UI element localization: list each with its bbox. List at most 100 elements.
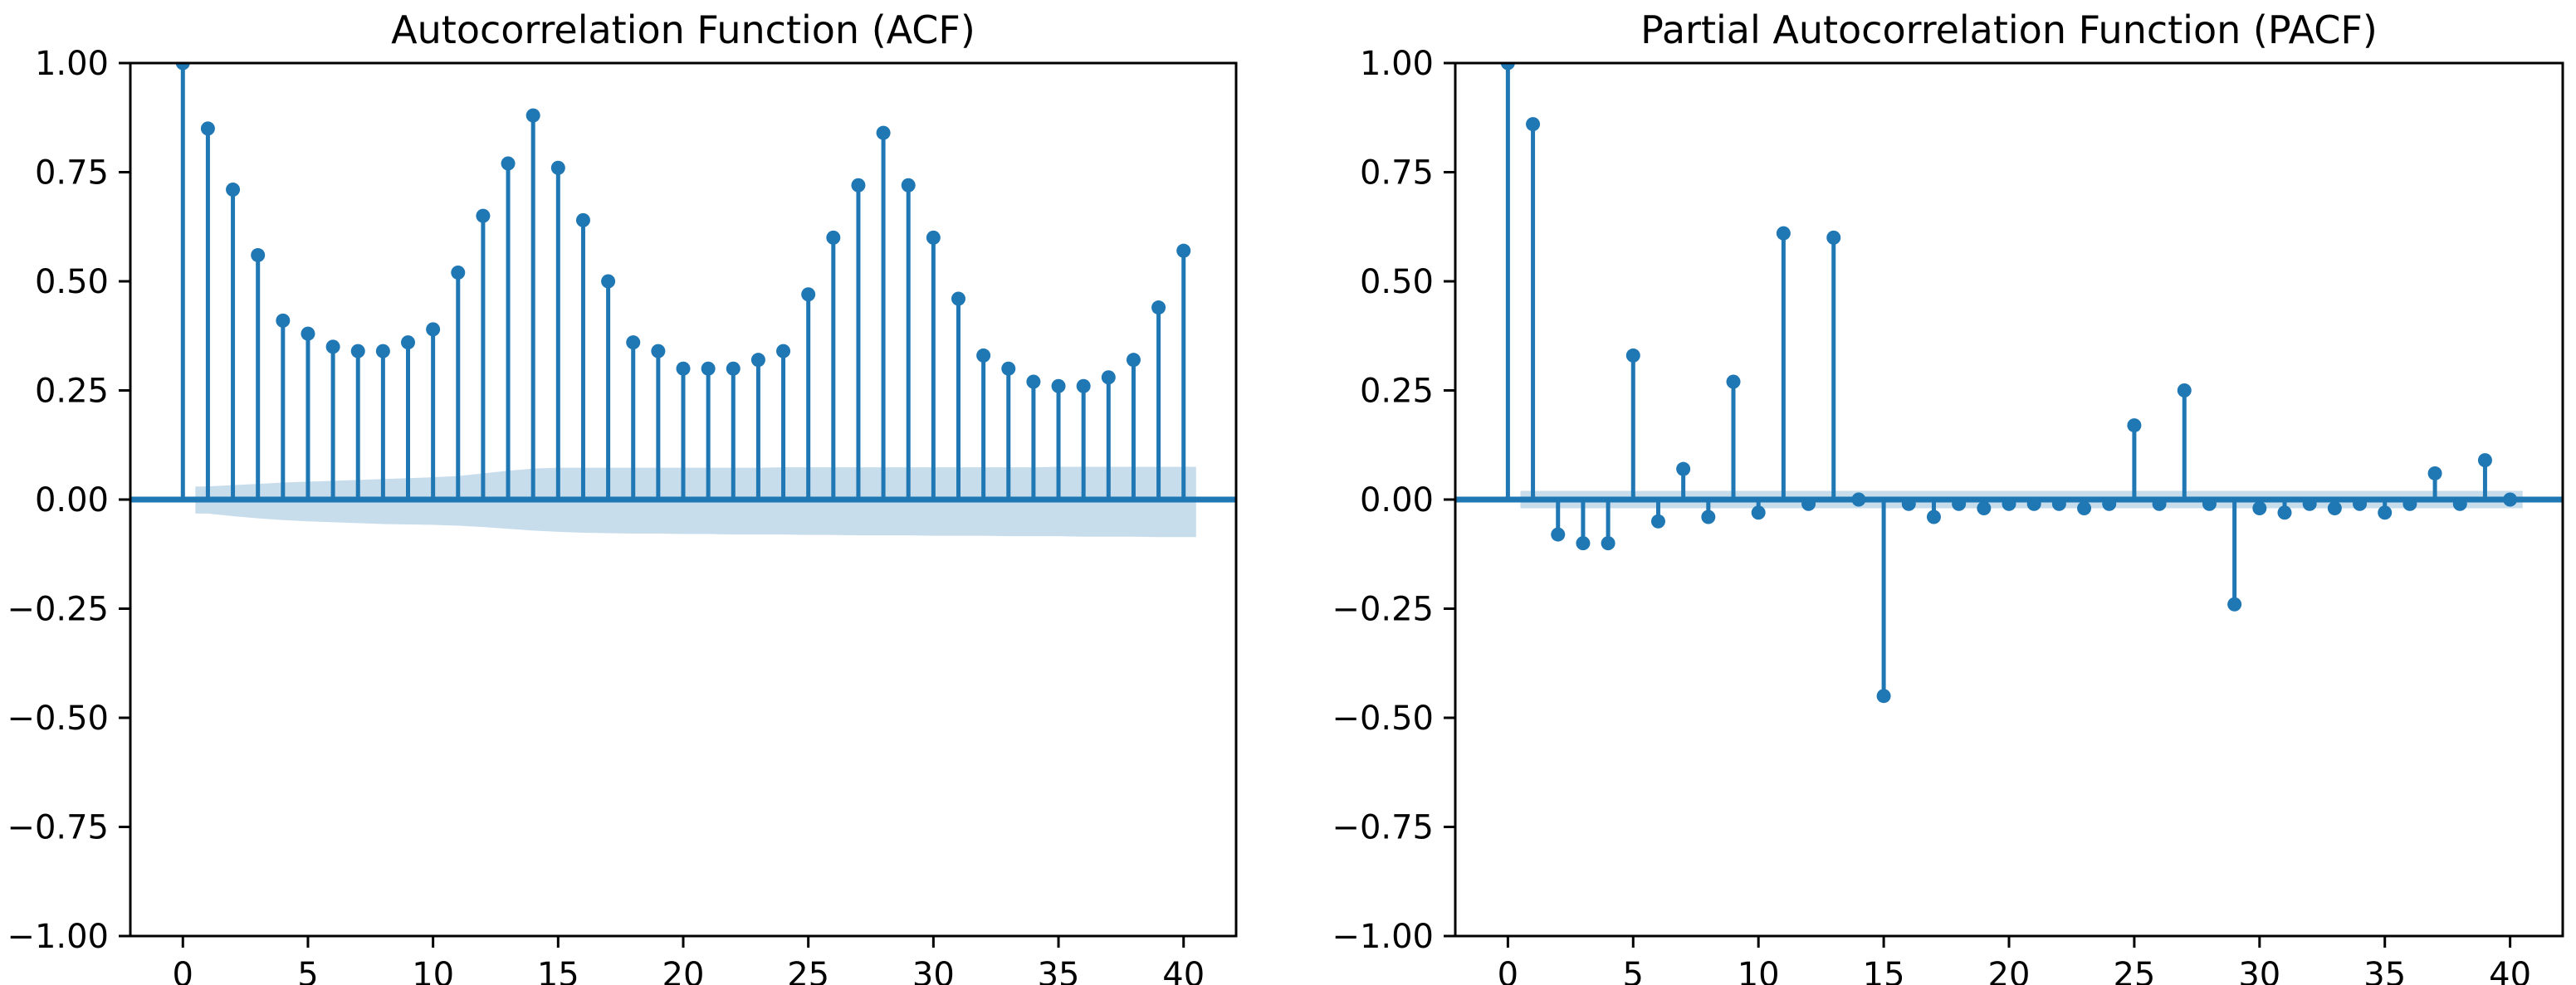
acf-marker: [501, 156, 516, 171]
pacf-marker: [1625, 348, 1640, 363]
pacf-marker: [2402, 496, 2417, 511]
pacf-marker: [1676, 461, 1691, 476]
pacf-x-tick-label: 0: [1498, 956, 1518, 985]
acf-marker: [401, 335, 416, 350]
acf-marker: [1176, 243, 1191, 258]
pacf-marker: [1701, 510, 1716, 524]
acf-marker: [476, 208, 491, 223]
acf-y-tick-label: −0.75: [7, 809, 109, 847]
pacf-title: Partial Autocorrelation Function (PACF): [1640, 7, 2378, 52]
pacf-x-tick-label: 40: [2489, 956, 2531, 985]
pacf-marker: [2277, 505, 2292, 520]
pacf-marker: [2177, 383, 2192, 397]
pacf-marker: [2452, 496, 2467, 511]
pacf-x-tick-label: 20: [1988, 956, 2031, 985]
pacf-marker: [2102, 496, 2117, 511]
pacf-marker: [2477, 453, 2492, 468]
pacf-marker: [2002, 496, 2016, 511]
acf-y-tick-label: −0.25: [7, 591, 109, 629]
pacf-marker: [1826, 230, 1841, 245]
pacf-marker: [1876, 689, 1891, 704]
acf-marker: [876, 125, 891, 140]
acf-plot-area: 1.00 0.75 0.50 0.25 0.00 −0.25 −0.50 −0.75 −1.00…: [7, 45, 1238, 985]
acf-panel: Autocorrelation Function (ACF) 1.00 0.75 0…: [7, 7, 1238, 985]
pacf-marker: [2503, 492, 2518, 507]
pacf-marker: [2427, 466, 2442, 480]
acf-marker: [325, 339, 340, 354]
pacf-marker: [1726, 374, 1741, 389]
pacf-y-tick-label: 0.25: [1360, 373, 1434, 411]
pacf-marker: [2202, 496, 2217, 511]
acf-marker: [175, 63, 190, 71]
acf-marker: [1026, 374, 1041, 389]
acf-marker: [951, 291, 965, 306]
acf-marker: [226, 183, 241, 197]
pacf-x-tick-label: 10: [1738, 956, 1780, 985]
acf-marker: [575, 212, 590, 227]
pacf-x-tick-label: 30: [2238, 956, 2280, 985]
acf-y-tick-label: 0.75: [35, 154, 109, 193]
acf-x-tick-label: 0: [173, 956, 193, 985]
acf-marker: [550, 160, 565, 175]
pacf-marker: [1901, 496, 1916, 511]
acf-marker: [601, 274, 616, 289]
pacf-marker: [1551, 527, 1566, 542]
acf-marker: [676, 361, 691, 376]
acf-marker: [301, 326, 315, 341]
acf-marker: [1051, 378, 1066, 393]
acf-x-tick-label: 40: [1162, 956, 1205, 985]
acf-marker: [851, 178, 866, 193]
acf-marker: [1151, 300, 1166, 315]
acf-data-layer: [130, 63, 1236, 538]
pacf-marker: [2378, 505, 2393, 520]
acf-x-tick-label: 15: [537, 956, 579, 985]
pacf-y-tick-label: −0.25: [1332, 591, 1434, 629]
pacf-marker: [1601, 536, 1615, 551]
acf-marker: [651, 344, 666, 358]
acf-marker: [726, 361, 741, 376]
acf-y-tick-label: 0.25: [35, 373, 109, 411]
acf-x-tick-label: 5: [297, 956, 318, 985]
acf-marker: [976, 348, 991, 363]
pacf-marker: [2302, 496, 2317, 511]
pacf-y-tick-label: 1.00: [1360, 45, 1434, 83]
pacf-marker: [2077, 501, 2092, 516]
acf-y-tick-label: −1.00: [7, 918, 109, 956]
pacf-panel: Partial Autocorrelation Function (PACF) …: [1332, 7, 2564, 985]
pacf-x-tick-label: 5: [1623, 956, 1644, 985]
acf-marker: [1001, 361, 1016, 376]
pacf-marker: [1650, 514, 1665, 529]
acf-title: Autocorrelation Function (ACF): [391, 7, 975, 52]
pacf-marker: [1576, 536, 1591, 551]
acf-marker: [350, 344, 365, 358]
pacf-y-tick-label: −0.50: [1332, 700, 1434, 738]
pacf-marker: [1500, 63, 1515, 71]
pacf-y-tick-label: 0.00: [1360, 481, 1434, 519]
acf-marker: [901, 178, 916, 193]
pacf-marker: [2026, 496, 2041, 511]
acf-x-tick-label: 35: [1038, 956, 1080, 985]
acf-marker: [200, 121, 215, 136]
acf-marker: [1076, 378, 1091, 393]
pacf-marker: [1977, 501, 1992, 516]
acf-marker: [276, 313, 291, 328]
pacf-marker: [2252, 501, 2267, 516]
acf-marker: [1126, 353, 1141, 368]
pacf-data-layer: [1455, 63, 2563, 704]
acf-marker: [375, 344, 390, 358]
pacf-y-tick-label: −1.00: [1332, 918, 1434, 956]
acf-marker: [826, 230, 841, 245]
pacf-x-tick-label: 35: [2363, 956, 2406, 985]
acf-x-tick-label: 30: [912, 956, 955, 985]
acf-marker: [451, 265, 466, 280]
acf-marker: [426, 322, 441, 337]
pacf-marker: [1776, 226, 1791, 241]
acf-marker: [251, 247, 266, 262]
acf-marker: [1101, 370, 1116, 385]
pacf-marker: [1926, 510, 1941, 524]
pacf-marker: [1851, 492, 1866, 507]
pacf-marker: [1526, 117, 1541, 132]
acf-marker: [776, 344, 791, 358]
